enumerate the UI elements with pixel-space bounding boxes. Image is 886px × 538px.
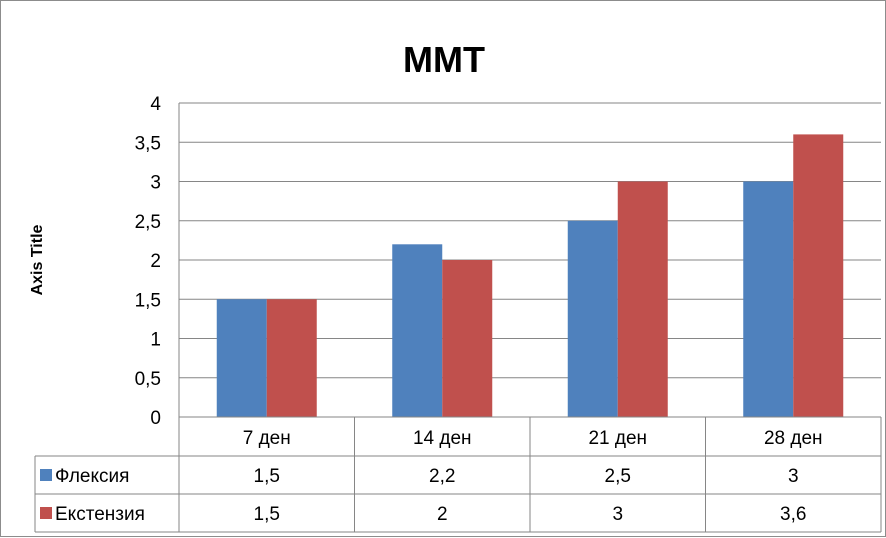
x-tick-label: 21 ден — [588, 428, 647, 449]
y-tick-label: 4 — [150, 94, 161, 115]
x-tick-label: 7 ден — [243, 428, 291, 449]
y-tick-label: 0,5 — [135, 369, 161, 390]
legend-swatch — [40, 507, 52, 519]
y-axis-title: Axis Title — [29, 224, 46, 295]
data-label: 1,5 — [254, 466, 280, 487]
bar — [617, 181, 668, 417]
bar — [392, 244, 443, 417]
data-label: 2 — [437, 504, 448, 525]
bars — [216, 134, 844, 417]
legend-swatch — [40, 469, 52, 481]
data-label: 2,5 — [605, 466, 631, 487]
data-label: 3,6 — [780, 504, 806, 525]
data-table: 7 ден 14 ден 21 ден 28 ден Флексия 1,5 2,2 2,5 3… — [34, 416, 882, 533]
y-tick-label: 0 — [150, 408, 161, 429]
legend-label: Флексия — [55, 466, 129, 487]
y-tick-label: 2 — [150, 251, 161, 272]
chart-title: ММТ — [403, 39, 485, 80]
legend-label: Екстензия — [55, 504, 145, 525]
bar — [216, 299, 267, 417]
data-label: 2,2 — [429, 466, 455, 487]
y-tick-label: 1,5 — [135, 290, 161, 311]
data-label: 3 — [612, 504, 623, 525]
bar — [266, 299, 317, 417]
bar — [442, 260, 493, 417]
x-tick-label: 14 ден — [413, 428, 472, 449]
bar — [743, 181, 794, 417]
bar — [567, 220, 618, 417]
y-tick-label: 2,5 — [135, 212, 161, 233]
data-label: 1,5 — [254, 504, 280, 525]
y-tick-label: 3 — [150, 173, 161, 194]
x-tick-label: 28 ден — [764, 428, 823, 449]
y-axis-ticks: 0 0,5 1 1,5 2 2,5 3 3,5 4 — [135, 94, 162, 429]
bar — [793, 134, 844, 417]
y-tick-label: 3,5 — [135, 133, 161, 154]
data-label: 3 — [788, 466, 799, 487]
y-tick-label: 1 — [150, 330, 161, 351]
